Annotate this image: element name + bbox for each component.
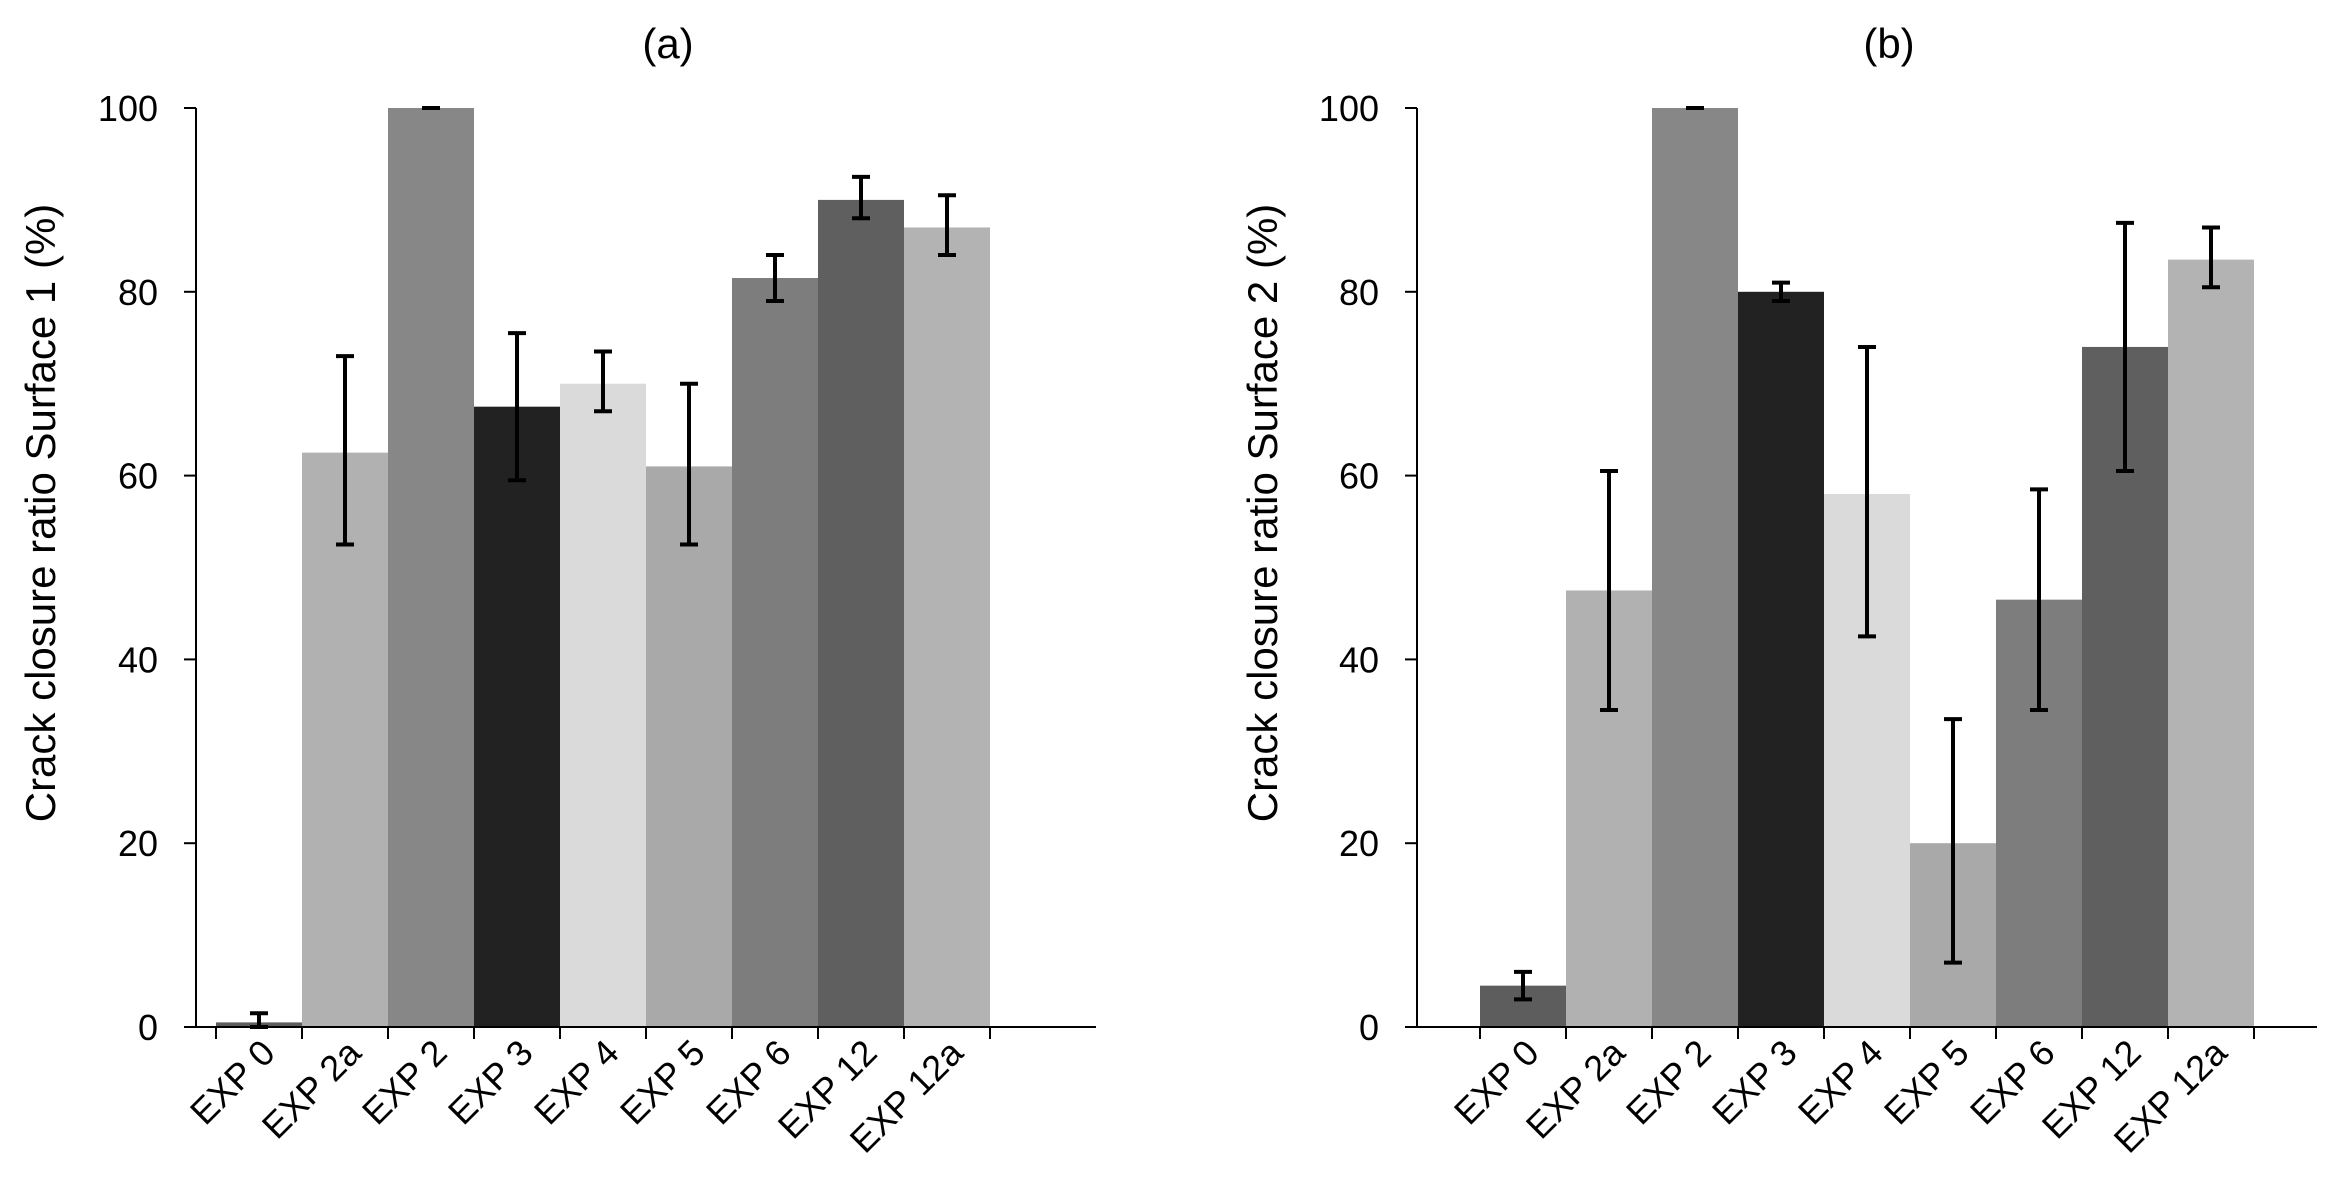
y-tick-label: 100 xyxy=(98,88,158,129)
bar-b xyxy=(1652,108,1738,1027)
error-bar-b xyxy=(2030,487,2048,712)
x-tick-label: EXP 5 xyxy=(1876,1032,1977,1133)
error-bar-b xyxy=(1600,469,1618,712)
error-bar-b xyxy=(1772,280,1790,303)
bar-a xyxy=(904,227,990,1028)
y-tick-label: 60 xyxy=(118,456,158,497)
y-tick-label: 80 xyxy=(1339,272,1379,313)
y-tick-label: 0 xyxy=(138,1007,158,1048)
y-tick-label: 0 xyxy=(1359,1007,1379,1048)
x-tick-label: EXP 3 xyxy=(1704,1032,1805,1133)
panel-a: (a) Crack closure ratio Surface 1 (%) 0 2… xyxy=(17,20,1096,1161)
y-tick-label: 20 xyxy=(1339,823,1379,864)
x-tick-label: EXP 2 xyxy=(354,1032,455,1133)
bar-a xyxy=(302,452,388,1027)
y-tick-label: 20 xyxy=(118,823,158,864)
chart-title-a: (a) xyxy=(642,20,693,67)
error-bar-a xyxy=(508,331,526,483)
error-bar-b xyxy=(2116,220,2134,474)
x-tick-label: EXP 4 xyxy=(526,1032,627,1133)
error-bar-a xyxy=(336,354,354,547)
error-bar-a xyxy=(594,349,612,414)
y-tick-label: 80 xyxy=(118,272,158,313)
bar-a xyxy=(732,278,818,1027)
y-tick-label: 40 xyxy=(118,639,158,680)
bar-b xyxy=(1738,291,1824,1027)
x-tick-label: EXP 2a xyxy=(1518,1031,1634,1147)
x-tick-label: EXP 2 xyxy=(1618,1032,1719,1133)
bar-a xyxy=(388,108,474,1027)
x-tick-label: EXP 5 xyxy=(612,1032,713,1133)
y-tick-label: 60 xyxy=(1339,456,1379,497)
y-tick-label: 40 xyxy=(1339,639,1379,680)
bar-a xyxy=(474,406,560,1027)
bar-b xyxy=(2168,259,2254,1027)
y-tick-label: 100 xyxy=(1319,88,1379,129)
error-bar-a xyxy=(766,253,784,303)
y-axis-label-a: Crack closure ratio Surface 1 (%) xyxy=(17,204,64,823)
error-bar-b xyxy=(1514,969,1532,1002)
x-tick-label: EXP 2a xyxy=(254,1031,370,1147)
error-bar-b xyxy=(2202,225,2220,290)
chart-title-b: (b) xyxy=(1863,20,1914,67)
panel-b: (b) Crack closure ratio Surface 2 (%) 0 2… xyxy=(1239,20,2317,1161)
bar-a xyxy=(818,199,904,1027)
error-bar-a xyxy=(852,174,870,221)
error-bar-b xyxy=(1944,717,1962,965)
error-bar-b xyxy=(1858,344,1876,639)
bar-a xyxy=(560,383,646,1027)
x-tick-label: EXP 3 xyxy=(440,1032,541,1133)
bar-a xyxy=(646,466,732,1027)
x-tick-label: EXP 4 xyxy=(1790,1032,1891,1133)
error-bar-a xyxy=(938,193,956,258)
error-bar-a xyxy=(680,381,698,547)
y-axis-label-b: Crack closure ratio Surface 2 (%) xyxy=(1239,204,1286,823)
